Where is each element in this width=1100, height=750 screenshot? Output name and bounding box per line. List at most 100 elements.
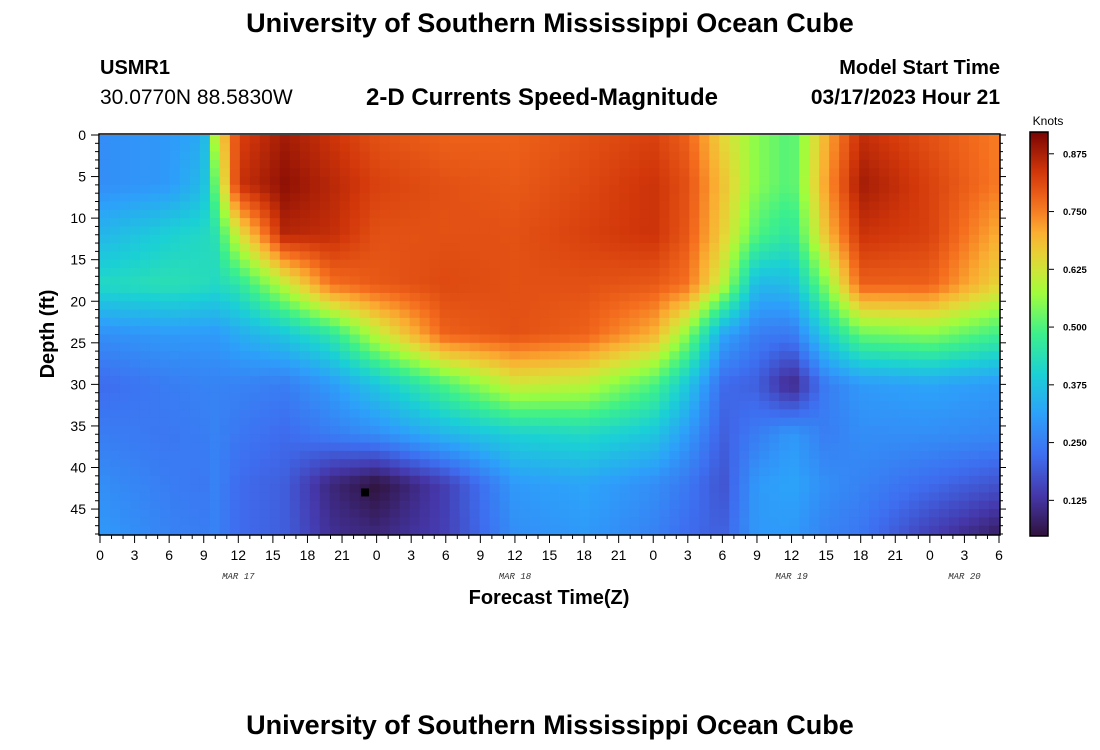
heatmap-cell xyxy=(659,492,670,502)
heatmap-cell xyxy=(379,401,391,410)
heatmap-cell xyxy=(609,342,621,352)
heatmap-cell xyxy=(959,417,970,427)
heatmap-cell xyxy=(309,176,321,186)
heatmap-cell xyxy=(419,143,431,153)
heatmap-cell xyxy=(949,359,960,369)
heatmap-cell xyxy=(759,509,770,518)
heatmap-cell xyxy=(539,425,551,435)
heatmap-cell xyxy=(179,326,191,336)
heatmap-cell xyxy=(619,459,631,469)
heatmap-cell xyxy=(539,459,551,469)
heatmap-cell xyxy=(769,301,780,311)
heatmap-cell xyxy=(719,226,730,236)
heatmap-cell xyxy=(189,209,201,219)
heatmap-cell xyxy=(529,409,541,419)
heatmap-cell xyxy=(599,159,611,169)
heatmap-cell xyxy=(369,176,381,186)
heatmap-cell xyxy=(419,401,431,410)
heatmap-cell xyxy=(579,425,591,435)
heatmap-cell xyxy=(829,351,840,361)
heatmap-cell xyxy=(229,442,241,452)
heatmap-cell xyxy=(789,376,800,385)
heatmap-cell xyxy=(839,517,850,527)
heatmap-cell xyxy=(459,376,471,385)
heatmap-cell xyxy=(269,251,281,261)
heatmap-cell xyxy=(529,417,541,427)
heatmap-cell xyxy=(159,218,171,228)
heatmap-cell xyxy=(129,159,141,169)
heatmap-cell xyxy=(599,417,611,427)
heatmap-cell xyxy=(279,243,291,252)
heatmap-cell xyxy=(409,342,421,352)
heatmap-cell xyxy=(869,159,880,169)
heatmap-cell xyxy=(409,184,421,194)
heatmap-cell xyxy=(329,201,341,211)
heatmap-cell xyxy=(119,159,131,169)
heatmap-cell xyxy=(699,509,710,518)
heatmap-cell xyxy=(589,168,601,178)
heatmap-cell xyxy=(629,218,640,228)
heatmap-cell xyxy=(939,143,950,153)
heatmap-cell xyxy=(449,459,461,469)
heatmap-cell xyxy=(100,409,111,419)
heatmap-cell xyxy=(169,475,181,485)
heatmap-cell xyxy=(709,135,720,144)
heatmap-cell xyxy=(149,143,161,153)
heatmap-cell xyxy=(209,234,221,244)
heatmap-cell xyxy=(169,176,181,186)
heatmap-cell xyxy=(219,326,231,336)
heatmap-cell xyxy=(949,151,960,161)
heatmap-cell xyxy=(989,168,1000,178)
footer-title: University of Southern Mississippi Ocean… xyxy=(246,710,854,740)
heatmap-cell xyxy=(389,201,401,211)
heatmap-cell xyxy=(339,359,351,369)
heatmap-cell xyxy=(439,467,451,477)
heatmap-cell xyxy=(119,317,131,327)
heatmap-cell xyxy=(359,442,371,452)
heatmap-cell xyxy=(429,492,441,502)
heatmap-cell xyxy=(649,484,660,494)
heatmap-cell xyxy=(339,209,351,219)
colorbar-label: Knots xyxy=(1033,114,1064,128)
heatmap-cell xyxy=(769,234,780,244)
heatmap-cell xyxy=(539,209,551,219)
heatmap-cell xyxy=(109,193,121,203)
heatmap-cell xyxy=(109,409,121,419)
heatmap-cell xyxy=(209,409,221,419)
heatmap-cell xyxy=(399,234,411,244)
heatmap-cell xyxy=(289,434,301,444)
heatmap-cell xyxy=(989,517,1000,527)
heatmap-cell xyxy=(849,276,860,286)
heatmap-cell xyxy=(719,434,730,444)
heatmap-cell xyxy=(689,417,700,427)
heatmap-cell xyxy=(799,442,810,452)
heatmap-cell xyxy=(389,317,401,327)
heatmap-cell xyxy=(219,500,231,510)
heatmap-cell xyxy=(819,268,830,277)
heatmap-cell xyxy=(459,434,471,444)
heatmap-cell xyxy=(259,342,271,352)
heatmap-cell xyxy=(149,392,161,402)
heatmap-cell xyxy=(519,475,531,485)
heatmap-cell xyxy=(109,392,121,402)
heatmap-cell xyxy=(959,401,970,410)
heatmap-cell xyxy=(609,193,621,203)
heatmap-cell xyxy=(719,292,730,302)
heatmap-cell xyxy=(389,176,401,186)
heatmap-cell xyxy=(229,351,241,361)
heatmap-cell xyxy=(119,401,131,410)
heatmap-cell xyxy=(179,459,191,469)
heatmap-cell xyxy=(819,201,830,211)
heatmap-cell xyxy=(679,151,690,161)
heatmap-cell xyxy=(889,159,900,169)
heatmap-cell xyxy=(179,159,191,169)
heatmap-cell xyxy=(699,176,710,186)
heatmap-cell xyxy=(489,367,501,377)
heatmap-cell xyxy=(769,317,780,327)
heatmap-cell xyxy=(819,417,830,427)
heatmap-cell xyxy=(589,459,601,469)
heatmap-cell xyxy=(779,475,790,485)
heatmap-cell xyxy=(829,284,840,294)
heatmap-cell xyxy=(599,484,611,494)
heatmap-cell xyxy=(739,417,750,427)
